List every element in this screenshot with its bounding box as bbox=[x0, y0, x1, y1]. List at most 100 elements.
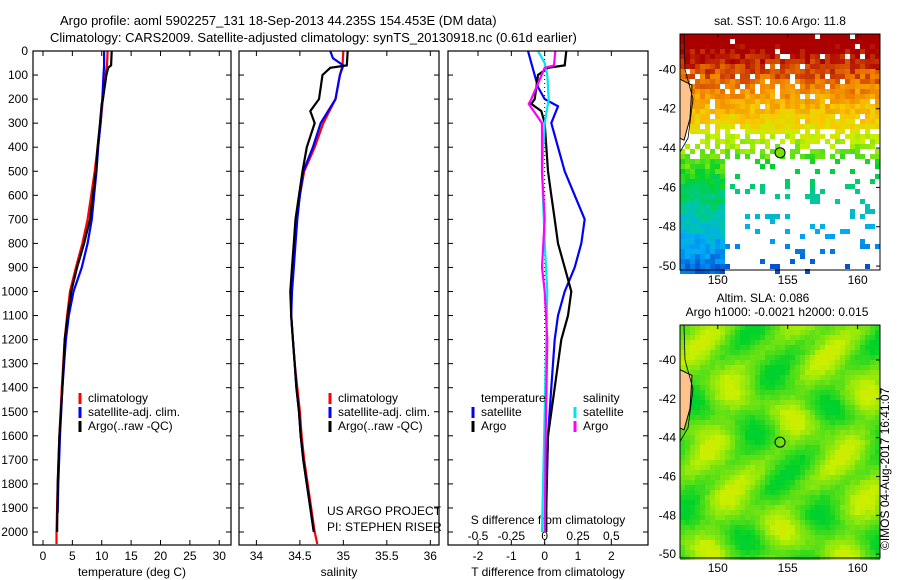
map-cell bbox=[735, 174, 740, 179]
map-cell bbox=[740, 375, 745, 380]
map-cell bbox=[845, 89, 850, 94]
legend-label: satellite-adj. clim. bbox=[338, 405, 430, 419]
map-cell bbox=[795, 380, 800, 385]
map-cell bbox=[845, 525, 850, 530]
map-cell bbox=[805, 99, 810, 104]
map-cell bbox=[765, 54, 770, 59]
map-cell bbox=[870, 54, 875, 59]
map-cell bbox=[845, 425, 850, 430]
map-cell bbox=[695, 515, 700, 520]
map-cell bbox=[745, 335, 750, 340]
map-cell bbox=[715, 169, 720, 174]
map-cell bbox=[850, 184, 855, 189]
map-cell bbox=[800, 340, 805, 345]
map-cell bbox=[705, 44, 710, 49]
map-cell bbox=[780, 340, 785, 345]
map-cell bbox=[805, 500, 810, 505]
legend-heading-temperature: temperature bbox=[481, 391, 546, 405]
map-cell bbox=[835, 550, 840, 555]
map-cell bbox=[765, 335, 770, 340]
map-cell bbox=[745, 440, 750, 445]
map-cell bbox=[815, 465, 820, 470]
map-cell bbox=[785, 540, 790, 545]
map-cell bbox=[680, 480, 685, 485]
map-cell bbox=[735, 49, 740, 54]
map-cell bbox=[790, 540, 795, 545]
map-cell bbox=[680, 345, 685, 350]
map-cell bbox=[745, 345, 750, 350]
map-cell bbox=[800, 104, 805, 109]
map-cell bbox=[705, 244, 710, 249]
map-cell bbox=[800, 525, 805, 530]
map-cell bbox=[700, 269, 705, 274]
map-cell bbox=[850, 355, 855, 360]
map-cell bbox=[835, 460, 840, 465]
map-cell bbox=[735, 390, 740, 395]
map-cell bbox=[820, 44, 825, 49]
map-cell bbox=[720, 460, 725, 465]
map-cell bbox=[775, 44, 780, 49]
map-cell bbox=[795, 510, 800, 515]
map-cell bbox=[855, 390, 860, 395]
map-cell bbox=[715, 184, 720, 189]
map-cell bbox=[700, 395, 705, 400]
map-cell bbox=[735, 430, 740, 435]
map-cell bbox=[875, 335, 880, 340]
map-cell bbox=[830, 64, 835, 69]
map-cell bbox=[715, 345, 720, 350]
map-cell bbox=[775, 500, 780, 505]
map-cell bbox=[695, 34, 700, 39]
map-cell bbox=[780, 39, 785, 44]
map-cell bbox=[750, 325, 755, 330]
map-cell bbox=[740, 340, 745, 345]
map-cell bbox=[790, 149, 795, 154]
map-cell bbox=[695, 49, 700, 54]
map-cell bbox=[700, 460, 705, 465]
map-cell bbox=[825, 495, 830, 500]
map-cell bbox=[740, 470, 745, 475]
map-cell bbox=[805, 39, 810, 44]
map-cell bbox=[785, 490, 790, 495]
map-cell bbox=[690, 159, 695, 164]
map-cell bbox=[705, 550, 710, 555]
map-cell bbox=[815, 455, 820, 460]
map-cell bbox=[795, 330, 800, 335]
map-cell bbox=[695, 229, 700, 234]
map-cell bbox=[690, 515, 695, 520]
map-cell bbox=[710, 380, 715, 385]
map-cell bbox=[865, 420, 870, 425]
map-cell bbox=[710, 109, 715, 114]
map-cell bbox=[845, 134, 850, 139]
map-cell bbox=[870, 490, 875, 495]
map-cell bbox=[705, 450, 710, 455]
map-cell bbox=[790, 124, 795, 129]
map-cell bbox=[715, 340, 720, 345]
map-cell bbox=[740, 465, 745, 470]
map-cell bbox=[700, 335, 705, 340]
map-cell bbox=[790, 385, 795, 390]
map-cell bbox=[700, 54, 705, 59]
map-cell bbox=[825, 330, 830, 335]
map-cell bbox=[875, 400, 880, 405]
map-cell bbox=[750, 510, 755, 515]
map-cell bbox=[800, 535, 805, 540]
map-cell bbox=[795, 550, 800, 555]
map-cell bbox=[690, 530, 695, 535]
map-cell bbox=[705, 420, 710, 425]
map-cell bbox=[785, 480, 790, 485]
map-cell bbox=[865, 395, 870, 400]
map-cell bbox=[780, 104, 785, 109]
map-cell bbox=[845, 64, 850, 69]
map-cell bbox=[760, 440, 765, 445]
map-cell bbox=[720, 249, 725, 254]
map-cell bbox=[745, 385, 750, 390]
map-cell bbox=[720, 345, 725, 350]
map-cell bbox=[690, 485, 695, 490]
map-cell bbox=[710, 259, 715, 264]
map-cell bbox=[680, 440, 685, 445]
map-cell bbox=[775, 475, 780, 480]
map-cell bbox=[775, 440, 780, 445]
map-cell bbox=[700, 425, 705, 430]
map-cell bbox=[740, 410, 745, 415]
map-cell bbox=[780, 470, 785, 475]
